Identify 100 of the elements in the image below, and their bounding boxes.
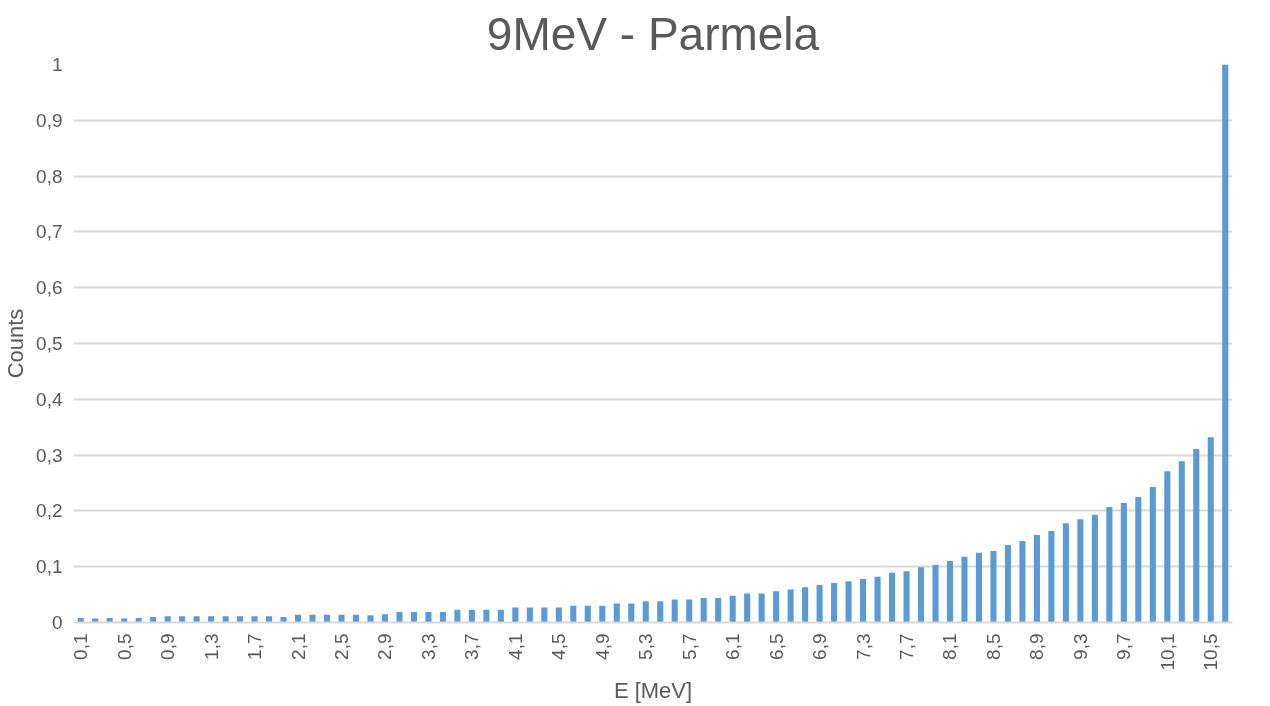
y-tick-label: 0,8 [36, 165, 63, 187]
bar [1091, 514, 1098, 623]
bar [1193, 448, 1200, 623]
x-tick-label: 2,5 [331, 633, 353, 660]
bar [686, 599, 693, 623]
bar [932, 565, 939, 623]
y-tick-label: 0,4 [36, 388, 63, 410]
bar [1149, 486, 1156, 623]
x-tick-label: 7,3 [852, 633, 874, 660]
x-tick-label: 8,5 [982, 633, 1004, 660]
bar [367, 615, 374, 623]
y-tick-label: 0,6 [36, 277, 63, 299]
bar [425, 611, 432, 623]
bar [642, 601, 649, 623]
bar [671, 599, 678, 623]
bar [541, 607, 548, 623]
bar [773, 591, 780, 623]
bar [1178, 461, 1185, 623]
bar [410, 611, 417, 623]
bar [338, 614, 345, 623]
bar [1077, 519, 1084, 623]
bar [961, 556, 968, 623]
bar [193, 616, 200, 623]
x-tick-label: 5,3 [635, 633, 657, 660]
x-tick-label: 8,9 [1026, 633, 1048, 660]
y-tick-label: 0,5 [36, 333, 63, 354]
y-tick-label: 0,3 [36, 444, 63, 466]
bar [845, 581, 852, 623]
bar [1120, 503, 1127, 623]
bar [917, 567, 925, 623]
bar [483, 609, 490, 623]
x-tick-label: 8,1 [939, 633, 961, 660]
bar [237, 616, 244, 623]
bar [874, 576, 881, 623]
x-tick-label: 6,9 [809, 633, 831, 660]
bar [1033, 534, 1040, 623]
x-tick-label: 6,1 [722, 633, 744, 660]
bar [758, 593, 765, 623]
chart-title: 9MeV - Parmela [486, 7, 820, 60]
x-tick-label: 2,9 [374, 633, 396, 660]
bar [700, 597, 707, 623]
bar [454, 609, 461, 623]
bar [555, 607, 562, 623]
bar [468, 609, 475, 623]
x-tick-label: 5,7 [678, 633, 700, 660]
bar [802, 587, 809, 623]
bar [729, 595, 736, 623]
bar [439, 611, 446, 623]
x-tick-label: 4,9 [591, 633, 613, 660]
bar [1106, 506, 1113, 623]
bar [787, 589, 794, 623]
x-tick-label: 9,7 [1113, 633, 1135, 660]
bar [903, 571, 910, 623]
x-tick-label: 0,1 [70, 633, 92, 660]
y-tick-label: 0 [51, 612, 63, 633]
y-tick-label: 0,9 [36, 109, 63, 131]
bar [715, 597, 722, 623]
y-tick-label: 0,7 [36, 221, 63, 243]
bar [164, 616, 171, 623]
bar [512, 607, 519, 623]
bar [570, 605, 577, 623]
bar [208, 616, 215, 623]
y-axis-title: Counts [3, 308, 29, 379]
x-tick-label: 10,1 [1156, 633, 1178, 671]
bar [1062, 523, 1069, 623]
bar [381, 614, 389, 623]
x-tick-label: 1,7 [244, 633, 266, 660]
y-tick-label: 1 [51, 54, 63, 75]
bar [889, 572, 896, 623]
bar [613, 603, 620, 623]
bar [628, 603, 635, 623]
bar [1164, 471, 1171, 623]
y-tick-label: 0,1 [36, 556, 63, 578]
bar [179, 616, 186, 623]
x-tick-label: 9,3 [1069, 633, 1091, 660]
x-tick-label: 7,7 [896, 633, 918, 660]
x-tick-label: 0,9 [157, 633, 179, 660]
bar [1207, 437, 1214, 623]
bar [657, 601, 664, 623]
bar [831, 582, 838, 623]
y-tick-label: 0,2 [36, 500, 63, 522]
bar [1048, 530, 1055, 623]
bar [584, 605, 591, 623]
x-tick-label: 2,1 [287, 633, 309, 660]
bar [990, 551, 997, 623]
x-tick-label: 3,3 [417, 633, 439, 660]
x-tick-label: 0,5 [113, 633, 135, 660]
x-tick-label: 1,3 [200, 633, 222, 660]
bar [744, 593, 751, 623]
x-tick-label: 4,1 [504, 633, 526, 660]
x-tick-label: 6,5 [765, 633, 787, 660]
bar [266, 616, 273, 623]
bar [1135, 496, 1142, 623]
bar [860, 578, 867, 623]
bar [396, 611, 403, 623]
bar [599, 605, 606, 623]
bar [251, 616, 258, 623]
bar [1004, 544, 1011, 623]
bar [975, 552, 983, 623]
bar [1222, 64, 1229, 623]
